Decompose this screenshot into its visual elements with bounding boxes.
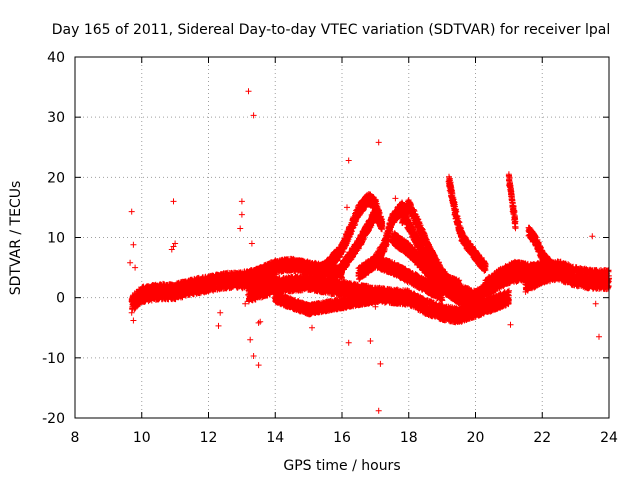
chart-title: Day 165 of 2011, Sidereal Day-to-day VTE… — [52, 22, 610, 38]
grid-lines — [75, 57, 609, 418]
data-points — [127, 88, 612, 414]
